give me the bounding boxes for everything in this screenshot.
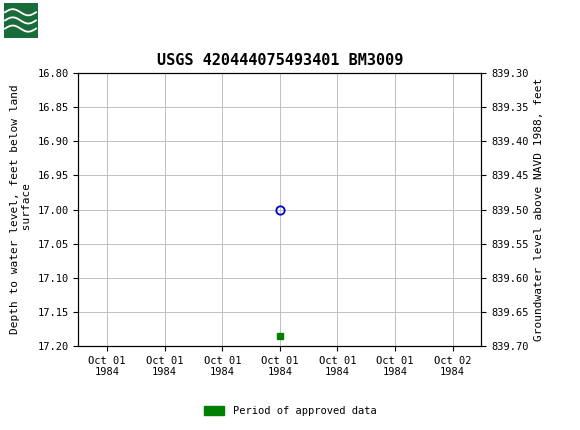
FancyBboxPatch shape	[4, 3, 38, 38]
Y-axis label: Groundwater level above NAVD 1988, feet: Groundwater level above NAVD 1988, feet	[534, 78, 544, 341]
Legend: Period of approved data: Period of approved data	[200, 402, 380, 421]
FancyBboxPatch shape	[4, 3, 74, 38]
Title: USGS 420444075493401 BM3009: USGS 420444075493401 BM3009	[157, 53, 403, 68]
Text: USGS: USGS	[42, 12, 97, 29]
Y-axis label: Depth to water level, feet below land
 surface: Depth to water level, feet below land su…	[10, 85, 32, 335]
